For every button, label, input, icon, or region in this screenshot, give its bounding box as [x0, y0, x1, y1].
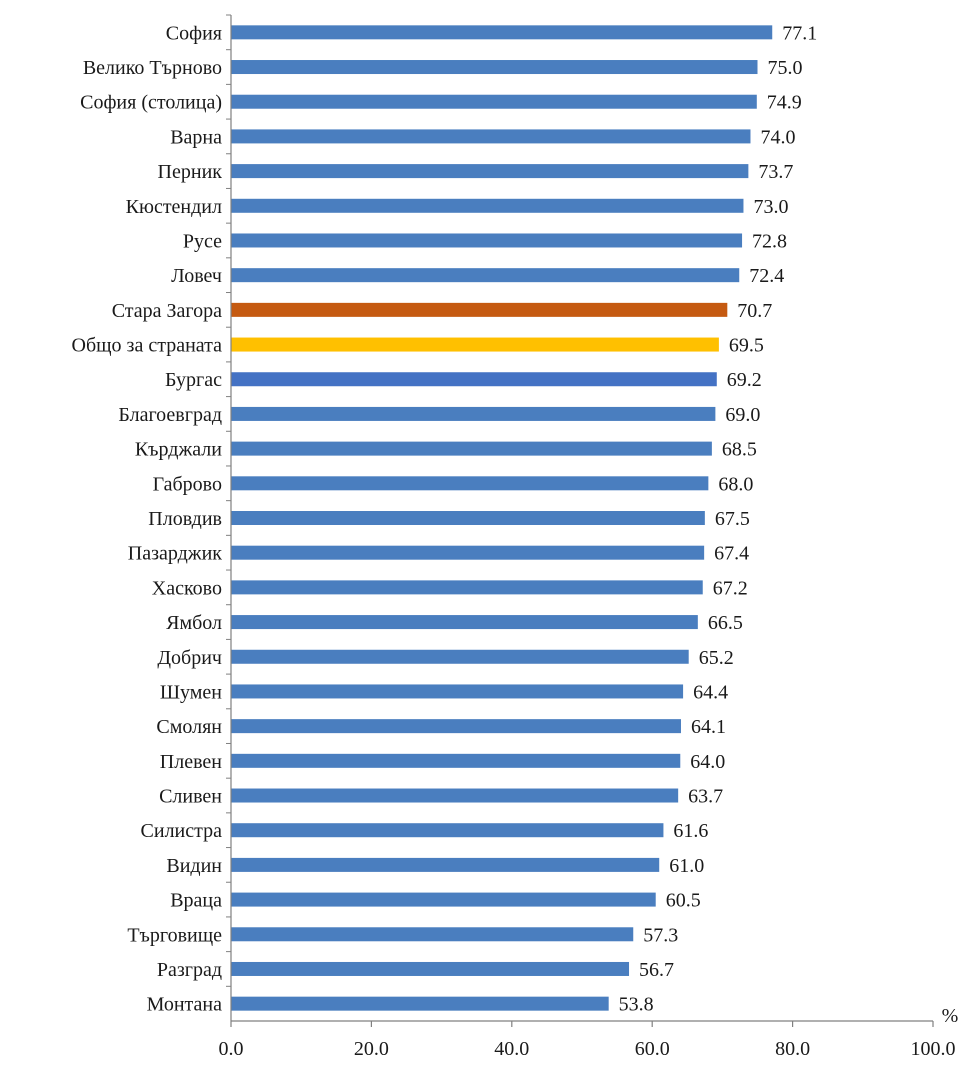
bar-row-6: [231, 233, 743, 248]
category-label: Пловдив: [148, 508, 222, 530]
category-label: Русе: [183, 230, 222, 252]
value-label: 56.7: [639, 959, 674, 981]
category-label: Бургас: [165, 369, 222, 391]
category-label: Ловеч: [171, 265, 222, 287]
axes-layer: [226, 14, 934, 1027]
category-label: Добрич: [157, 647, 222, 669]
bar-row-25: [231, 892, 656, 907]
x-axis-unit-label: %: [942, 1005, 959, 1027]
value-label: 74.9: [767, 92, 802, 114]
category-label: Враца: [170, 890, 222, 912]
bar-row-24: [231, 857, 660, 872]
category-label: Силистра: [141, 820, 223, 842]
category-label: Разград: [157, 959, 222, 981]
value-label: 63.7: [688, 786, 723, 808]
value-label: 64.1: [691, 716, 726, 738]
category-label: Търговище: [127, 924, 222, 946]
value-label: 69.0: [725, 404, 760, 426]
x-tick-label: 40.0: [494, 1038, 529, 1060]
value-label: 61.6: [673, 820, 708, 842]
bar-row-2: [231, 94, 757, 109]
value-label: 73.7: [758, 161, 793, 183]
category-label: Монтана: [147, 994, 223, 1016]
x-tick-label: 60.0: [635, 1038, 670, 1060]
value-label: 66.5: [708, 612, 743, 634]
bar-row-28: [231, 996, 609, 1011]
category-label: София: [166, 22, 222, 44]
bar-row-14: [231, 511, 705, 525]
value-label: 64.4: [693, 681, 728, 703]
value-label: 68.5: [722, 439, 757, 461]
category-label: София (столица): [80, 92, 222, 114]
value-label: 53.8: [619, 994, 654, 1016]
bar-row-10: [231, 372, 717, 387]
value-label: 65.2: [699, 647, 734, 669]
bar-row-26: [231, 927, 634, 942]
bar-row-7: [231, 268, 740, 283]
category-label: Благоевград: [118, 404, 222, 426]
x-tick-label: 20.0: [354, 1038, 389, 1060]
value-label: 61.0: [669, 855, 704, 877]
value-label: 68.0: [718, 473, 753, 495]
bar-row-1: [231, 60, 758, 75]
category-label: Сливен: [159, 786, 222, 808]
bar-row-11: [231, 406, 716, 421]
bar-row-23: [231, 823, 664, 838]
bar-row-13: [231, 476, 709, 491]
bar-row-27: [231, 961, 630, 976]
category-label: Варна: [170, 126, 222, 148]
category-label: Смолян: [156, 716, 222, 738]
category-label: Шумен: [160, 681, 222, 703]
bar-row-9: [231, 337, 719, 352]
value-label: 57.3: [643, 924, 678, 946]
labels-layer: София 77.1 Велико Търново 75.0 София (столиц…: [72, 22, 956, 1060]
bars-layer: [231, 25, 773, 1011]
category-label: Хасково: [152, 577, 222, 599]
x-tick-label: 0.0: [219, 1038, 244, 1060]
category-label: Стара Загора: [112, 300, 222, 322]
bar-row-0: [231, 25, 773, 40]
category-label: Общо за страната: [72, 335, 223, 357]
category-label: Перник: [158, 161, 223, 183]
category-label: Пазарджик: [128, 543, 223, 565]
bar-row-8: [231, 302, 728, 317]
x-tick-label: 100.0: [911, 1038, 956, 1060]
bar-row-21: [231, 753, 681, 768]
value-label: 74.0: [760, 126, 795, 148]
value-label: 72.4: [749, 265, 784, 287]
value-label: 70.7: [737, 300, 772, 322]
category-label: Кюстендил: [126, 196, 222, 218]
category-label: Ямбол: [166, 612, 222, 634]
bar-row-22: [231, 788, 679, 803]
category-label: Габрово: [153, 473, 222, 495]
bar-row-18: [231, 649, 689, 664]
bar-row-17: [231, 615, 698, 630]
bar-row-20: [231, 719, 681, 734]
x-tick-label: 80.0: [775, 1038, 810, 1060]
value-label: 75.0: [768, 57, 803, 79]
value-label: 72.8: [752, 230, 787, 252]
value-label: 67.5: [715, 508, 750, 530]
value-label: 69.2: [727, 369, 762, 391]
bar-row-4: [231, 164, 749, 179]
category-label: Велико Търново: [83, 57, 222, 79]
category-label: Кърджали: [135, 439, 222, 461]
bar-row-3: [231, 129, 751, 144]
value-label: 69.5: [729, 335, 764, 357]
bar-row-5: [231, 198, 744, 213]
bar-row-19: [231, 684, 684, 699]
category-label: Видин: [166, 855, 222, 877]
value-label: 73.0: [753, 196, 788, 218]
value-label: 67.2: [713, 577, 748, 599]
value-label: 64.0: [690, 751, 725, 773]
category-label: Плевен: [160, 751, 223, 773]
bar-row-15: [231, 545, 705, 560]
bar-row-12: [231, 441, 712, 456]
bar-row-16: [231, 580, 703, 595]
value-label: 77.1: [782, 22, 817, 44]
value-label: 60.5: [666, 890, 701, 912]
value-label: 67.4: [714, 543, 749, 565]
